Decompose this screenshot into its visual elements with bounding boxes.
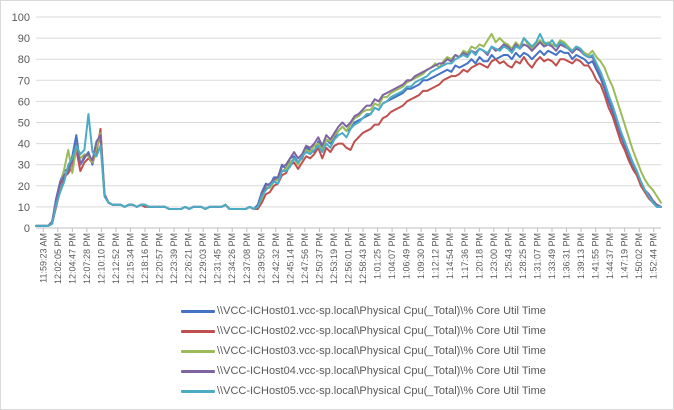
x-tick-label: 12:02:05 PM (53, 233, 63, 284)
legend-swatch (181, 310, 215, 313)
x-tick-label: 1:33:49 PM (547, 233, 557, 279)
x-tick-label: 12:26:21 PM (184, 233, 194, 284)
x-tick-label: 1:06:49 PM (402, 233, 412, 279)
legend-label: \\VCC-ICHost04.vcc-sp.local\Physical Cpu… (217, 365, 546, 377)
x-tick-label: 12:29:03 PM (198, 233, 208, 284)
x-tick-label: 12:07:28 PM (82, 233, 92, 284)
legend-swatch (181, 350, 215, 353)
x-tick-label: 1:23:00 PM (489, 233, 499, 279)
x-tick-label: 1:25:43 PM (503, 233, 513, 279)
x-tick-label: 12:58:43 PM (358, 233, 368, 284)
x-tick-label: 12:45:14 PM (285, 233, 295, 284)
series-line-host02 (35, 56, 662, 227)
series-line-host01 (35, 49, 662, 227)
y-tick-label: 70 (18, 75, 30, 87)
x-tick-label: 1:31:07 PM (532, 233, 542, 279)
x-tick-label: 12:23:39 PM (169, 233, 179, 284)
x-tick-label: 12:34:26 PM (227, 233, 237, 284)
y-tick-label: 90 (18, 33, 30, 45)
legend: \\VCC-ICHost01.vcc-sp.local\Physical Cpu… (179, 301, 599, 401)
x-tick-label: 1:04:07 PM (387, 233, 397, 279)
x-tick-label: 1:39:13 PM (576, 233, 586, 279)
y-tick-label: 0 (24, 223, 30, 235)
x-tick-label: 1:20:18 PM (474, 233, 484, 279)
legend-swatch (181, 330, 215, 333)
series-line-host05 (35, 32, 662, 227)
legend-item-host04: \\VCC-ICHost04.vcc-sp.local\Physical Cpu… (179, 361, 599, 381)
x-tick-label: 12:20:57 PM (155, 233, 165, 284)
x-tick-label: 1:12:12 PM (431, 233, 441, 279)
legend-item-host03: \\VCC-ICHost03.vcc-sp.local\Physical Cpu… (179, 341, 599, 361)
x-tick-label: 12:31:45 PM (213, 233, 223, 284)
y-tick-label: 80 (18, 54, 30, 66)
x-tick-label: 1:36:31 PM (562, 233, 572, 279)
x-tick-label: 11:59:23 AM (38, 233, 48, 283)
legend-swatch (181, 390, 215, 393)
x-tick-label: 12:04:47 PM (67, 233, 77, 284)
line-chart: 0 10 20 30 40 50 60 70 80 90 100 11:59:23 AM 12:02:0… (12, 12, 662, 284)
legend-label: \\VCC-ICHost03.vcc-sp.local\Physical Cpu… (217, 345, 546, 357)
legend-label: \\VCC-ICHost01.vcc-sp.local\Physical Cpu… (217, 305, 546, 317)
x-tick-label: 1:09:30 PM (416, 233, 426, 279)
x-tick-label: 12:18:16 PM (140, 233, 150, 284)
y-tick-label: 100 (12, 12, 30, 24)
x-tick-label: 12:42:32 PM (271, 233, 281, 284)
legend-label: \\VCC-ICHost02.vcc-sp.local\Physical Cpu… (217, 325, 546, 337)
x-tick-label: 12:12:52 PM (111, 233, 121, 284)
y-tick-label: 30 (18, 160, 30, 172)
x-tick-label: 1:28:25 PM (518, 233, 528, 279)
legend-item-host05: \\VCC-ICHost05.vcc-sp.local\Physical Cpu… (179, 381, 599, 401)
x-tick-label: 12:15:34 PM (125, 233, 135, 284)
x-tick-label: 1:14:54 PM (445, 233, 455, 279)
legend-item-host01: \\VCC-ICHost01.vcc-sp.local\Physical Cpu… (179, 301, 599, 321)
x-tick-label: 12:47:56 PM (300, 233, 310, 284)
legend-label: \\VCC-ICHost05.vcc-sp.local\Physical Cpu… (217, 385, 546, 397)
x-tick-label: 12:53:19 PM (329, 233, 339, 284)
x-tick-label: 1:17:36 PM (460, 233, 470, 279)
x-tick-label: 12:56:01 PM (344, 233, 354, 284)
x-tick-label: 1:01:25 PM (373, 233, 383, 279)
y-tick-label: 60 (18, 96, 30, 108)
x-tick-label: 12:50:37 PM (314, 233, 324, 284)
x-tick-label: 1:50:02 PM (634, 233, 644, 279)
x-tick-label: 12:10:10 PM (96, 233, 106, 284)
x-tick-label: 12:39:50 PM (256, 233, 266, 284)
legend-swatch (181, 370, 215, 373)
y-tick-label: 10 (18, 202, 30, 214)
x-tick-label: 1:41:55 PM (591, 233, 601, 279)
x-tick-label: 1:44:37 PM (605, 233, 615, 279)
x-tick-label: 1:47:19 PM (620, 233, 630, 279)
x-tick-label: 12:37:08 PM (242, 233, 252, 284)
y-tick-label: 40 (18, 139, 30, 151)
legend-item-host02: \\VCC-ICHost02.vcc-sp.local\Physical Cpu… (179, 321, 599, 341)
y-tick-label: 50 (18, 118, 30, 130)
x-tick-label: 1:52:44 PM (649, 233, 659, 279)
y-tick-label: 20 (18, 181, 30, 193)
